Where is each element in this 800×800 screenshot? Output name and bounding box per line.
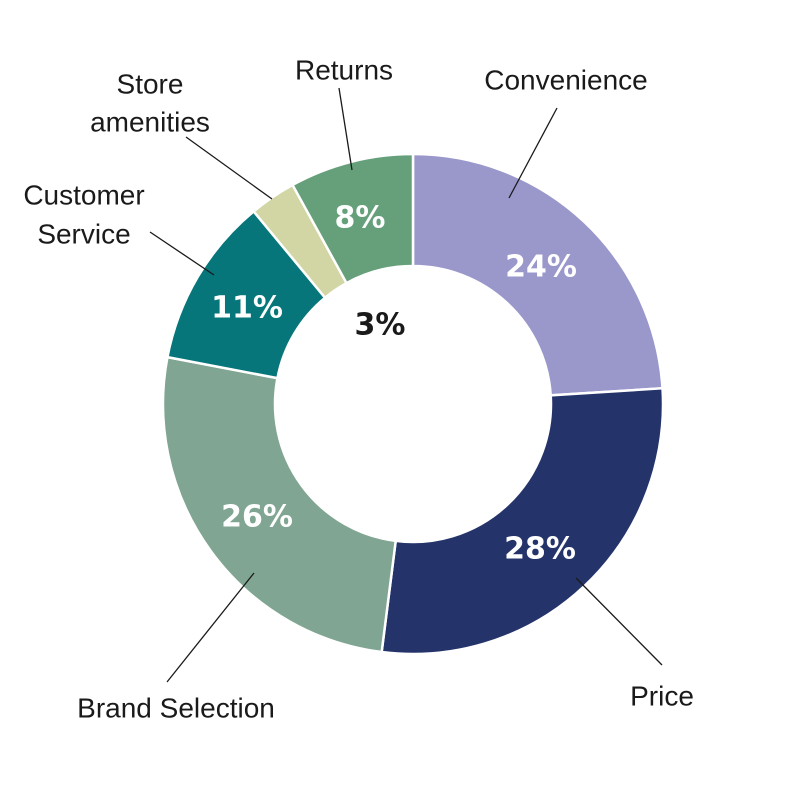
- pct-label-brand-selection: 26%: [221, 500, 293, 535]
- pct-label-price: 28%: [504, 532, 576, 567]
- category-label-returns: Returns: [295, 54, 393, 85]
- category-label-price: Price: [630, 680, 694, 711]
- pct-label-convenience: 24%: [505, 250, 577, 285]
- category-label-customer-service: Customer Service: [23, 179, 144, 249]
- leader-line-store-amenities: [185, 136, 273, 200]
- slice-brand-selection: [161, 355, 398, 654]
- slices-group: [161, 152, 665, 656]
- pct-label-store-amenities: 3%: [355, 308, 406, 343]
- slice-price: [380, 386, 665, 656]
- category-label-convenience: Convenience: [484, 64, 647, 95]
- category-label-store-amenities: Store amenities: [90, 68, 210, 137]
- leader-line-brand-selection: [166, 572, 255, 683]
- leader-line-price: [575, 577, 663, 666]
- category-label-brand-selection: Brand Selection: [77, 692, 275, 723]
- leader-lines-group: [149, 87, 663, 683]
- slice-returns: [290, 152, 415, 285]
- leader-line-convenience: [508, 107, 558, 199]
- leader-line-customer-service: [149, 231, 215, 276]
- pct-label-returns: 8%: [335, 201, 386, 236]
- pct-label-customer-service: 11%: [211, 291, 283, 326]
- labels-group: 24% Convenience 28% Price 26% Brand Selection…: [23, 54, 694, 723]
- leader-line-returns: [338, 87, 353, 171]
